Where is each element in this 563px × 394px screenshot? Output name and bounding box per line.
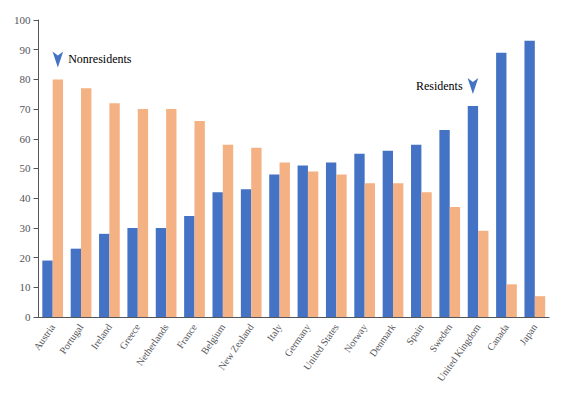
svg-text:Austria: Austria (31, 321, 57, 352)
svg-text:Denmark: Denmark (367, 322, 397, 359)
svg-text:30: 30 (20, 222, 32, 234)
svg-text:Germany: Germany (282, 322, 312, 359)
svg-text:United Kingdom: United Kingdom (435, 322, 483, 384)
svg-text:Japan: Japan (517, 322, 539, 347)
svg-text:Italy: Italy (265, 322, 285, 343)
svg-text:Residents: Residents (416, 79, 463, 93)
svg-text:80: 80 (20, 73, 32, 85)
svg-text:10: 10 (20, 281, 32, 293)
svg-text:Spain: Spain (404, 322, 426, 347)
svg-text:Norway: Norway (342, 322, 369, 355)
svg-text:100: 100 (14, 14, 31, 26)
svg-text:90: 90 (20, 44, 32, 56)
svg-text:70: 70 (20, 103, 32, 115)
svg-text:40: 40 (20, 192, 32, 204)
svg-text:Sweden: Sweden (427, 322, 454, 354)
svg-text:Belgium: Belgium (199, 322, 228, 357)
svg-text:Portugal: Portugal (57, 322, 86, 356)
svg-text:20: 20 (20, 252, 32, 264)
svg-text:Nonresidents: Nonresidents (68, 52, 132, 66)
svg-text:New Zealand: New Zealand (216, 322, 256, 372)
svg-text:France: France (174, 321, 199, 350)
svg-text:Netherlands: Netherlands (134, 322, 171, 368)
svg-text:60: 60 (20, 133, 32, 145)
svg-text:Ireland: Ireland (89, 322, 114, 352)
svg-text:Canada: Canada (485, 321, 512, 352)
svg-text:50: 50 (20, 162, 32, 174)
svg-text:0: 0 (25, 311, 31, 323)
svg-text:Greece: Greece (117, 321, 143, 351)
svg-text:United States: United States (301, 322, 341, 372)
